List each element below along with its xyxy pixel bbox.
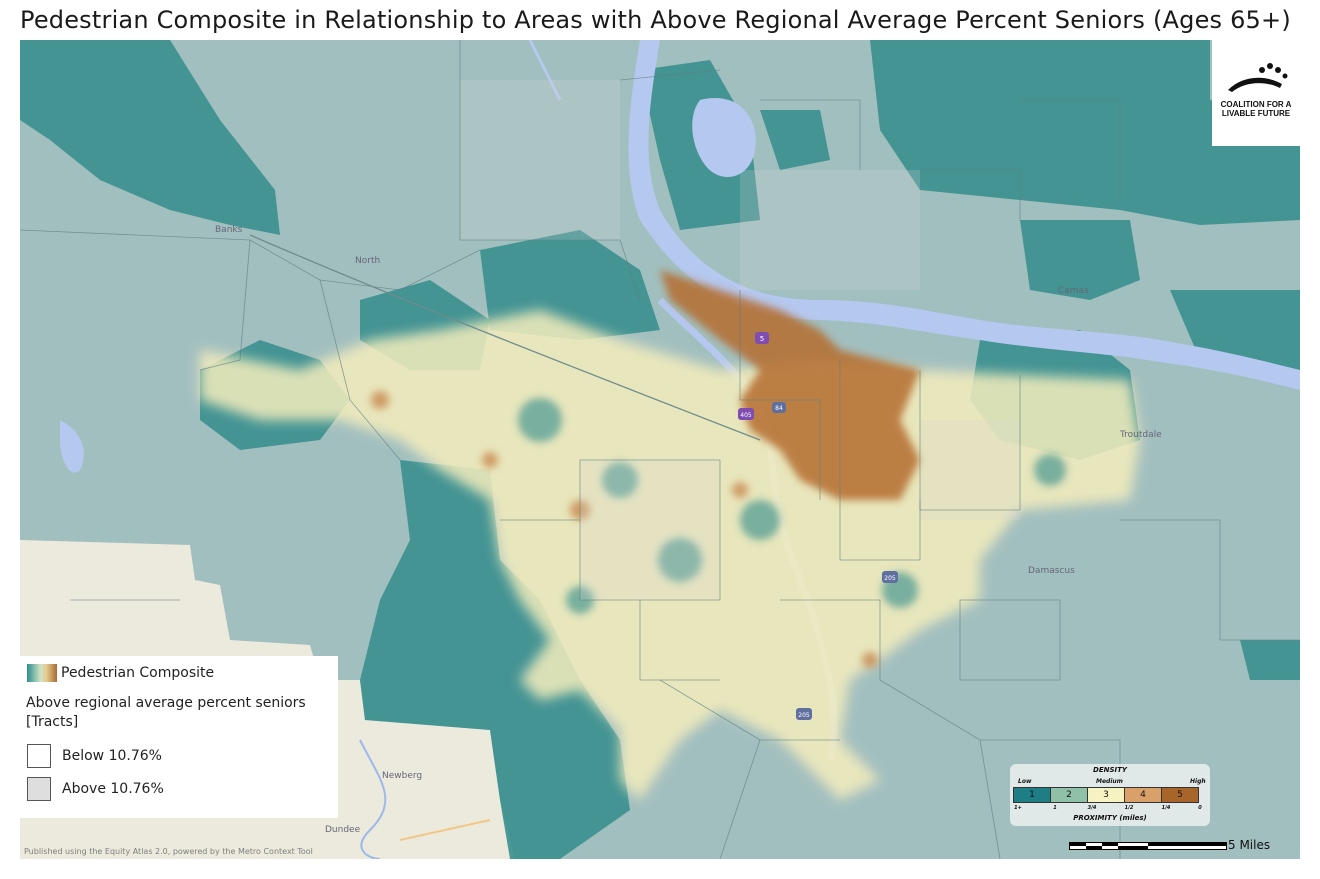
legend-layer-name: Pedestrian Composite — [61, 665, 215, 681]
svg-text:205: 205 — [884, 575, 896, 582]
density-class-3: 3 — [1087, 787, 1125, 803]
map-legend: Pedestrian Composite Above regional aver… — [20, 656, 338, 818]
proximity-ticks: 1+ 1 3/4 1/2 1/4 0 — [1014, 805, 1206, 813]
pedestrian-composite-ramp-swatch — [27, 664, 57, 682]
place-label-dundee: Dundee — [325, 825, 361, 835]
density-class-4: 4 — [1124, 787, 1162, 803]
coalition-logo: COALITION FOR A LIVABLE FUTURE — [1212, 40, 1300, 146]
willamette-south — [359, 739, 387, 859]
multnomah-channel — [528, 40, 562, 101]
place-label-camas: Camas — [1058, 286, 1089, 296]
svg-text:84: 84 — [775, 405, 783, 412]
proximity-tick: 0 — [1198, 805, 1202, 811]
shield-i5: 5 — [755, 332, 769, 344]
legend-subtitle: Above regional average percent seniors [… — [26, 695, 306, 730]
proximity-tick: 1 — [1053, 805, 1057, 811]
svg-text:205: 205 — [798, 712, 810, 719]
shield-i84: 84 — [772, 402, 786, 413]
density-class-2: 2 — [1050, 787, 1088, 803]
density-low-patches — [518, 398, 1066, 614]
density-legend-title: DENSITY — [1093, 766, 1127, 774]
basemap-road — [399, 819, 491, 841]
legend-item-above: Above 10.76% — [27, 777, 164, 801]
proximity-tick: 1/4 — [1161, 805, 1171, 811]
coalition-logo-icon — [1228, 63, 1288, 92]
highway-26 — [249, 234, 761, 441]
proximity-label: PROXIMITY (miles) — [1073, 814, 1147, 822]
legend-item-below: Below 10.76% — [27, 744, 162, 768]
density-class-5: 5 — [1161, 787, 1199, 803]
columbia-river — [628, 40, 1300, 390]
legend-swatch-above — [27, 777, 51, 801]
legend-swatch-below — [27, 744, 51, 768]
proximity-tick: 3/4 — [1087, 805, 1097, 811]
reservoir — [60, 420, 84, 473]
senior-tracts-overlay — [460, 80, 1020, 600]
sauvie-lake — [692, 98, 756, 177]
scale-bar-segment — [1118, 846, 1148, 849]
scale-bar-segment — [1148, 843, 1226, 846]
scale-bar-segment — [1086, 846, 1102, 849]
proximity-tick: 1+ — [1014, 805, 1022, 811]
proximity-tick: 1/2 — [1124, 805, 1134, 811]
density-classes: 1 2 3 4 5 — [1013, 787, 1199, 803]
place-label-newberg: Newberg — [382, 771, 423, 781]
place-label-troutdale: Troutdale — [1120, 430, 1162, 440]
svg-text:5: 5 — [760, 335, 764, 343]
density-legend: DENSITY Low Medium High 1 2 3 4 5 1+ 1 3… — [1010, 764, 1210, 826]
place-label-north-plains: North — [355, 256, 381, 266]
place-label-damascus: Damascus — [1028, 566, 1075, 576]
map-title: Pedestrian Composite in Relationship to … — [20, 6, 1291, 34]
scale-bar — [1069, 842, 1227, 850]
logo-line-1: COALITION FOR A — [1220, 100, 1292, 109]
legend-item-below-label: Below 10.76% — [62, 748, 162, 764]
density-high-label: High — [1190, 778, 1206, 785]
publisher-note: Published using the Equity Atlas 2.0, po… — [24, 847, 313, 856]
map-canvas[interactable]: 5 405 84 205 205 Banks North Camas Trout… — [20, 40, 1300, 859]
density-class-1: 1 — [1013, 787, 1051, 803]
teal-tracts — [20, 40, 1300, 859]
density-medium-label: Medium — [1096, 778, 1123, 785]
logo-line-2: LIVABLE FUTURE — [1221, 109, 1291, 118]
scale-bar-segment — [1102, 843, 1118, 846]
svg-text:405: 405 — [740, 412, 752, 419]
legend-item-above-label: Above 10.76% — [62, 781, 164, 797]
shield-i205-north: 205 — [882, 571, 898, 583]
shield-i205-south: 205 — [796, 708, 812, 720]
scale-label: 5 Miles — [1228, 838, 1271, 852]
place-label-banks: Banks — [215, 225, 243, 235]
map-layers: 5 405 84 205 205 — [20, 40, 1300, 859]
shield-i405: 405 — [738, 408, 754, 420]
scale-bar-segment — [1070, 843, 1086, 846]
density-low-label: Low — [1018, 778, 1032, 785]
